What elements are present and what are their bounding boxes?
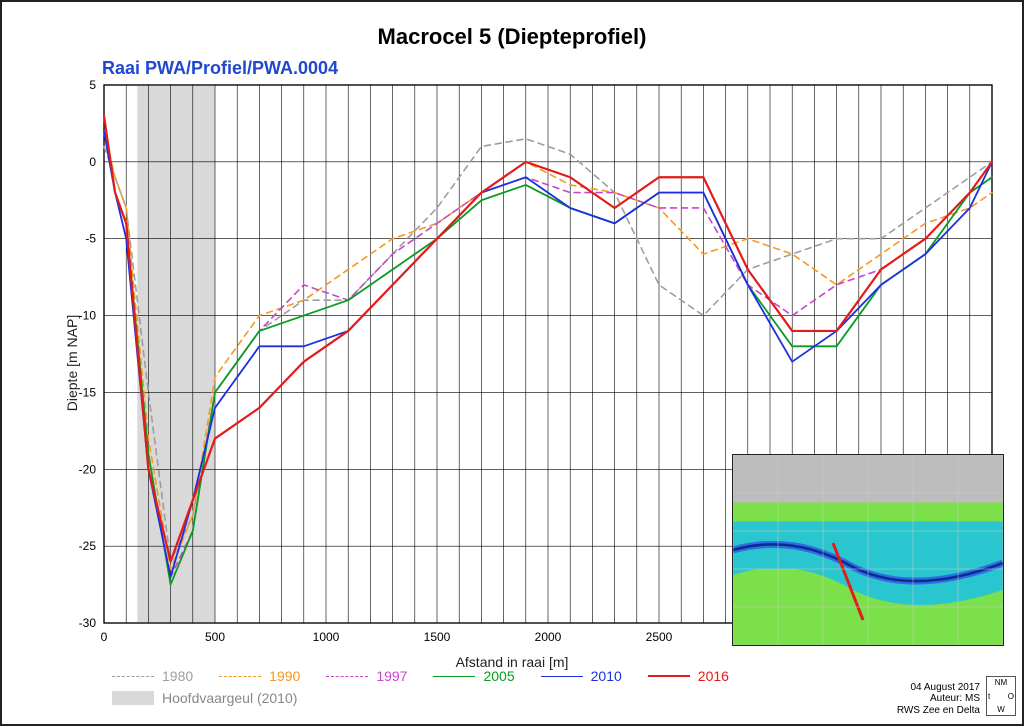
svg-text:1500: 1500 (424, 630, 451, 644)
legend-label: 1997 (376, 668, 407, 684)
svg-text:-10: -10 (79, 309, 97, 323)
legend-swatch (219, 676, 261, 677)
y-axis-label: Diepte [m NAP] (64, 315, 80, 411)
legend-swatch (648, 675, 690, 677)
svg-text:-20: -20 (79, 462, 97, 476)
compass-s: W (997, 705, 1005, 714)
legend-item: 2005 (433, 668, 514, 684)
svg-text:-15: -15 (79, 385, 97, 399)
legend-swatch (541, 676, 583, 677)
legend-label: 2016 (698, 668, 729, 684)
legend-item: 1980 (112, 668, 193, 684)
band-label: Hoofdvaargeul (2010) (162, 690, 297, 706)
legend-item: 2016 (648, 668, 729, 684)
legend-item-band: Hoofdvaargeul (2010) (112, 690, 297, 706)
compass-n: NM (995, 678, 1007, 687)
inset-map-svg (733, 455, 1003, 645)
compass-e: O (1008, 692, 1014, 701)
legend-label: 1980 (162, 668, 193, 684)
legend-item: 2010 (541, 668, 622, 684)
compass-rose: NM t O W (986, 676, 1016, 716)
legend-swatch (433, 676, 475, 677)
band-swatch (112, 691, 154, 705)
inset-map (732, 454, 1004, 646)
legend-label: 2010 (591, 668, 622, 684)
svg-text:500: 500 (205, 630, 225, 644)
svg-text:0: 0 (89, 155, 96, 169)
legend: 1980 1990 1997 2005 2010 2016 Hoofdvaargeul (… (112, 668, 982, 712)
legend-swatch (112, 676, 154, 677)
svg-text:0: 0 (101, 630, 108, 644)
figure-frame: Macrocel 5 (Diepteprofiel) Raai PWA/Prof… (0, 0, 1024, 726)
svg-text:-25: -25 (79, 539, 97, 553)
legend-swatch (326, 676, 368, 677)
svg-text:2000: 2000 (535, 630, 562, 644)
legend-label: 1990 (269, 668, 300, 684)
figure-metadata: 04 August 2017 Auteur: MS RWS Zee en Del… (897, 682, 980, 717)
legend-item: 1990 (219, 668, 300, 684)
meta-date: 04 August 2017 (897, 682, 980, 694)
svg-text:2500: 2500 (646, 630, 673, 644)
svg-text:1000: 1000 (313, 630, 340, 644)
svg-text:5: 5 (89, 78, 96, 92)
svg-text:-5: -5 (85, 232, 96, 246)
compass-w: t (988, 692, 990, 701)
meta-author: Auteur: MS (897, 693, 980, 705)
chart-title: Macrocel 5 (Diepteprofiel) (2, 24, 1022, 50)
svg-text:-30: -30 (79, 616, 97, 630)
legend-label: 2005 (483, 668, 514, 684)
meta-org: RWS Zee en Delta (897, 705, 980, 717)
legend-item: 1997 (326, 668, 407, 684)
